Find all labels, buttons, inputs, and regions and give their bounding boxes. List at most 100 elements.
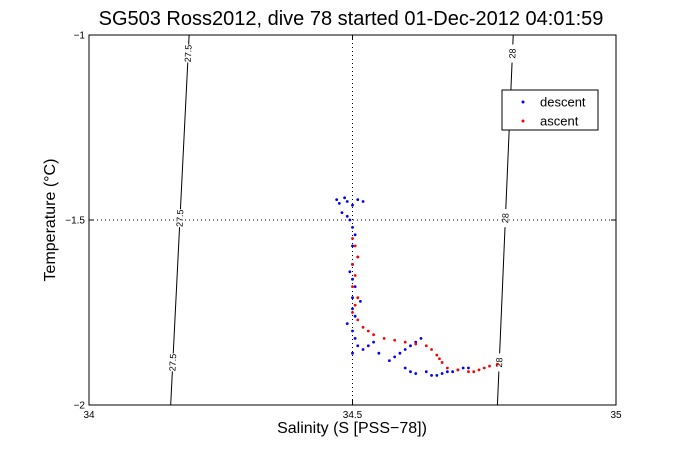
ascent-point [477, 368, 481, 372]
legend-box [501, 89, 599, 131]
descent-point [430, 374, 433, 377]
descent-point [351, 244, 354, 248]
ascent-point [435, 353, 439, 357]
ascent-point [372, 333, 375, 337]
descent-point [445, 370, 449, 374]
descent-point [440, 372, 444, 375]
descent-point [348, 270, 352, 274]
x-tick-label: 35 [610, 410, 622, 421]
ascent-point [353, 244, 357, 248]
ascent-point [351, 263, 354, 266]
isopycnal-label-bg [501, 209, 510, 228]
descent-point [419, 337, 423, 340]
y-tick-label: −2 [74, 401, 86, 412]
descent-point [424, 370, 428, 374]
ascent-point [351, 237, 354, 240]
y-axis-label: Temperature (°C) [42, 159, 59, 282]
ascent-point [393, 338, 397, 342]
descent-point [348, 218, 352, 222]
isopycnal-label-bg [495, 353, 504, 372]
legend-label-descent: descent [540, 95, 586, 110]
ascent-point [403, 340, 407, 344]
ascent-point [472, 370, 476, 374]
ascent-point [351, 311, 354, 314]
axis-ticks: 34 34.5 35 −2 −1.5 −1 [65, 31, 622, 422]
y-tick-label: −1.5 [65, 216, 85, 227]
legend: descent ascent [501, 89, 599, 131]
ascent-point [440, 361, 444, 364]
ascent-point [414, 342, 418, 346]
descent-point [351, 329, 354, 333]
legend-marker-ascent [521, 119, 525, 123]
descent-point [351, 307, 354, 311]
descent-point [351, 203, 354, 207]
grid-lines [89, 35, 616, 405]
y-tick-label: −1 [74, 31, 86, 42]
descent-point [414, 372, 418, 375]
isopycnal-label: 28 [507, 48, 517, 58]
descent-point [353, 314, 357, 318]
descent-point [353, 337, 357, 340]
ascent-point [356, 255, 360, 259]
isopycnal-label-bg [175, 209, 184, 228]
descent-point [337, 201, 341, 205]
ascent-point [356, 296, 360, 300]
ascent-point [430, 348, 433, 351]
legend-label-ascent: ascent [540, 114, 579, 129]
descent-point [343, 196, 346, 200]
isopycnal-label: 28 [500, 213, 510, 223]
ascent-point [356, 318, 360, 322]
descent-point [359, 300, 362, 303]
descent-point [361, 348, 365, 351]
ascent-point [351, 285, 354, 288]
descent-point [335, 198, 339, 202]
chart-title: SG503 Ross2012, dive 78 started 01-Dec-2… [99, 8, 604, 30]
ascent-points [351, 237, 499, 374]
descent-point [409, 344, 412, 348]
descent-point [356, 198, 360, 202]
descent-point [403, 348, 407, 351]
ascent-point [353, 303, 357, 307]
ascent-point [496, 362, 499, 366]
ascent-point [366, 329, 370, 333]
isopycnal-label: 27.5 [167, 353, 178, 371]
ascent-point [482, 366, 486, 370]
isopycnal-label-bg [508, 44, 517, 63]
isopycnal-label-bg [184, 44, 193, 63]
x-tick-label: 34 [83, 410, 95, 421]
descent-point [435, 374, 439, 377]
x-tick-label: 34.5 [343, 410, 363, 421]
descent-point [387, 359, 391, 362]
descent-point [366, 344, 370, 348]
descent-point [409, 370, 412, 374]
descent-point [461, 366, 465, 370]
isopycnal-lines: 27.5 27.5 27.5 28 28 28 [167, 34, 518, 406]
isopycnal-label: 27.5 [183, 44, 194, 62]
descent-point [353, 285, 357, 288]
descent-point [345, 200, 349, 203]
ascent-point [467, 370, 470, 374]
descent-point [393, 355, 397, 359]
descent-point [353, 233, 357, 237]
descent-point [372, 340, 375, 344]
ascent-point [361, 325, 365, 329]
isopycnal-label: 28 [494, 357, 504, 367]
descent-point [345, 214, 349, 218]
descent-point [345, 322, 349, 325]
isopycnal-label: 27.5 [175, 209, 186, 227]
descent-point [351, 277, 354, 281]
isopycnal-label-bg [168, 353, 177, 372]
ascent-point [445, 366, 449, 370]
ascent-point [353, 274, 357, 277]
legend-marker-descent [521, 100, 525, 104]
descent-point [377, 351, 381, 355]
descent-point [467, 366, 470, 370]
descent-points [335, 196, 470, 377]
descent-point [451, 370, 455, 374]
ascent-point [382, 337, 386, 340]
descent-point [351, 226, 354, 229]
x-axis-label: Salinity (S [PSS−78]) [277, 420, 427, 437]
descent-point [403, 366, 407, 370]
ascent-point [488, 364, 491, 368]
descent-point [351, 296, 354, 300]
